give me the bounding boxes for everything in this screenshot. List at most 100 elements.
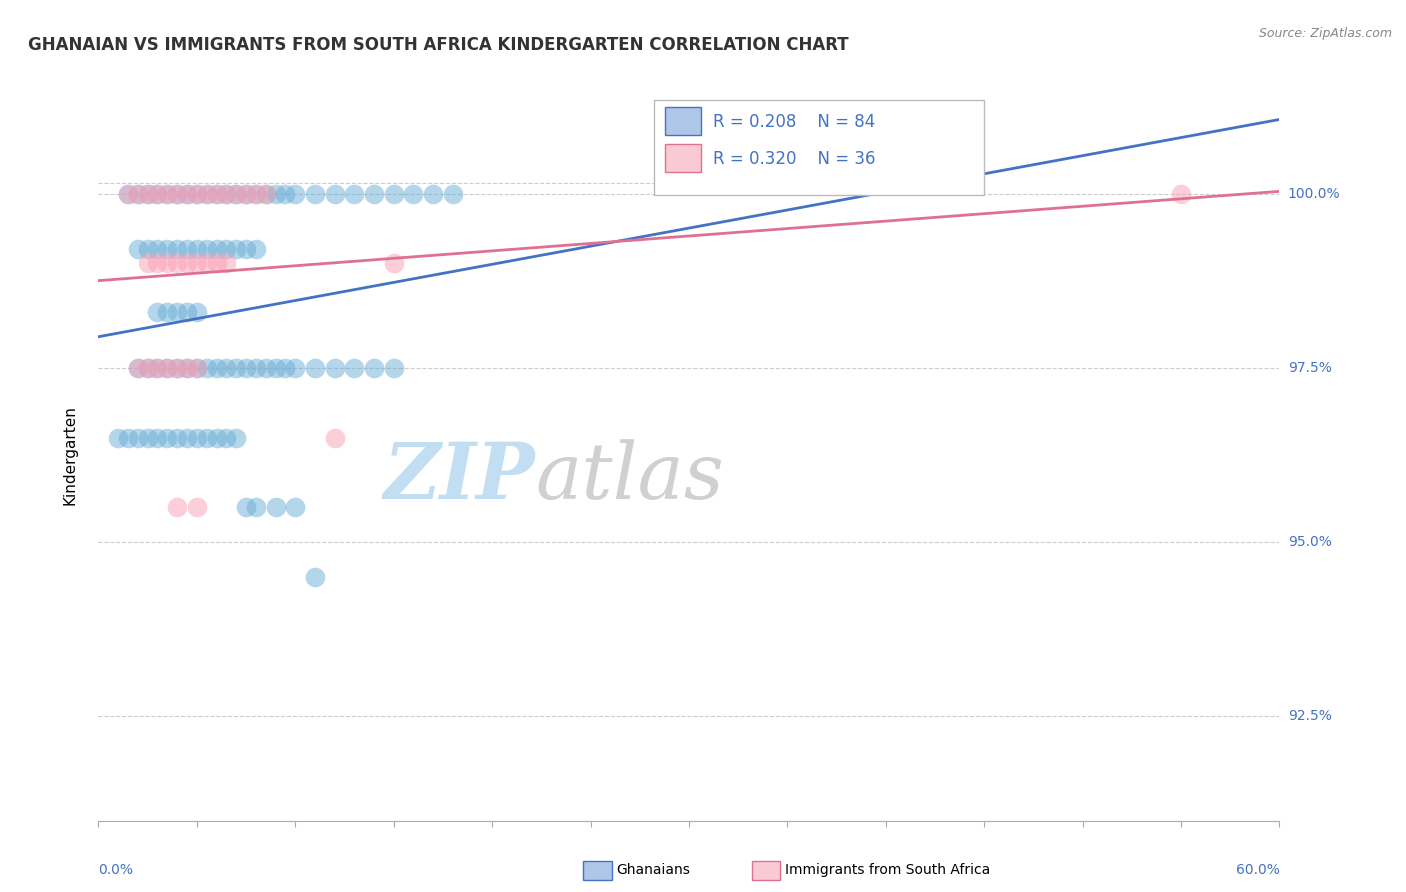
Point	[186, 243, 208, 257]
Point	[156, 256, 179, 270]
Point	[195, 243, 218, 257]
Point	[215, 243, 238, 257]
Point	[304, 570, 326, 584]
Point	[136, 243, 159, 257]
Point	[205, 243, 228, 257]
Text: ZIP: ZIP	[384, 439, 536, 515]
Point	[186, 360, 208, 375]
Point	[245, 186, 267, 201]
Point	[382, 186, 405, 201]
Point	[136, 430, 159, 444]
Point	[176, 360, 198, 375]
Point	[402, 186, 425, 201]
Point	[323, 186, 346, 201]
Point	[146, 360, 169, 375]
Point	[136, 186, 159, 201]
Point	[166, 360, 188, 375]
Point	[245, 500, 267, 515]
Point	[215, 256, 238, 270]
Point	[176, 256, 198, 270]
Point	[274, 186, 297, 201]
Point	[146, 186, 169, 201]
Point	[245, 360, 267, 375]
Point	[225, 243, 247, 257]
Point	[254, 186, 277, 201]
Text: 0.0%: 0.0%	[98, 863, 134, 877]
Point	[186, 430, 208, 444]
Point	[284, 360, 307, 375]
Point	[235, 186, 257, 201]
Text: 92.5%: 92.5%	[1288, 709, 1331, 723]
Point	[127, 430, 149, 444]
Point	[205, 256, 228, 270]
Point	[235, 243, 257, 257]
Point	[195, 186, 218, 201]
Point	[235, 360, 257, 375]
Point	[215, 186, 238, 201]
Point	[323, 360, 346, 375]
Point	[186, 360, 208, 375]
Text: atlas: atlas	[536, 439, 724, 515]
Point	[136, 256, 159, 270]
Point	[166, 430, 188, 444]
Point	[146, 243, 169, 257]
Point	[127, 360, 149, 375]
Point	[176, 305, 198, 319]
Y-axis label: Kindergarten: Kindergarten	[63, 405, 77, 505]
Point	[117, 430, 139, 444]
Point	[343, 186, 366, 201]
Point	[127, 186, 149, 201]
Point	[382, 360, 405, 375]
Point	[274, 360, 297, 375]
Point	[235, 186, 257, 201]
Point	[195, 186, 218, 201]
Point	[225, 360, 247, 375]
Point	[176, 186, 198, 201]
Point	[186, 256, 208, 270]
Point	[127, 360, 149, 375]
Text: Ghanaians: Ghanaians	[616, 863, 690, 877]
Point	[166, 360, 188, 375]
FancyBboxPatch shape	[654, 100, 984, 195]
Point	[156, 243, 179, 257]
Point	[284, 186, 307, 201]
Point	[225, 430, 247, 444]
Point	[136, 360, 159, 375]
Text: 97.5%: 97.5%	[1288, 361, 1331, 375]
Point	[215, 360, 238, 375]
Point	[127, 243, 149, 257]
Point	[254, 360, 277, 375]
Point	[215, 430, 238, 444]
Point	[254, 186, 277, 201]
Point	[146, 305, 169, 319]
Point	[186, 305, 208, 319]
Point	[146, 186, 169, 201]
FancyBboxPatch shape	[665, 144, 700, 172]
Point	[304, 360, 326, 375]
Text: 95.0%: 95.0%	[1288, 535, 1331, 549]
Point	[422, 186, 444, 201]
Point	[107, 430, 129, 444]
Point	[156, 360, 179, 375]
Point	[205, 360, 228, 375]
Point	[176, 360, 198, 375]
Point	[245, 243, 267, 257]
Point	[146, 430, 169, 444]
Point	[146, 360, 169, 375]
Point	[186, 500, 208, 515]
Point	[284, 500, 307, 515]
Point	[205, 186, 228, 201]
Point	[225, 186, 247, 201]
Point	[363, 186, 385, 201]
Text: R = 0.320    N = 36: R = 0.320 N = 36	[713, 150, 875, 168]
Point	[264, 186, 287, 201]
Point	[146, 256, 169, 270]
Point	[166, 256, 188, 270]
Point	[363, 360, 385, 375]
Point	[156, 186, 179, 201]
Point	[195, 256, 218, 270]
Point	[176, 430, 198, 444]
Point	[117, 186, 139, 201]
Point	[195, 430, 218, 444]
Point	[156, 360, 179, 375]
